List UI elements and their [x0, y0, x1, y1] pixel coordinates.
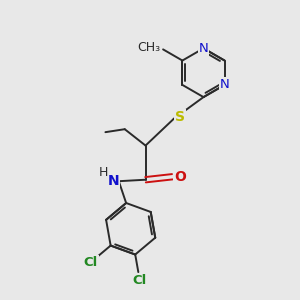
Text: O: O: [174, 170, 186, 184]
Text: N: N: [199, 42, 208, 55]
Text: CH₃: CH₃: [137, 41, 160, 54]
Text: S: S: [175, 110, 185, 124]
Text: Cl: Cl: [83, 256, 98, 269]
Text: N: N: [108, 174, 119, 188]
Text: H: H: [99, 167, 108, 179]
Text: Cl: Cl: [133, 274, 147, 287]
Text: N: N: [220, 78, 230, 92]
